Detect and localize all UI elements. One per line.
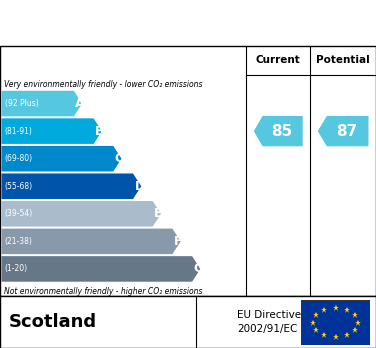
Polygon shape — [2, 118, 102, 144]
Text: Scotland: Scotland — [9, 313, 97, 331]
Text: Very environmentally friendly - lower CO₂ emissions: Very environmentally friendly - lower CO… — [4, 80, 202, 89]
Text: B: B — [95, 125, 105, 137]
Text: (55-68): (55-68) — [5, 182, 33, 191]
Polygon shape — [2, 229, 180, 254]
Polygon shape — [2, 256, 200, 282]
Text: E: E — [154, 207, 163, 220]
Text: 85: 85 — [271, 124, 293, 139]
Text: D: D — [135, 180, 145, 193]
Text: 87: 87 — [336, 124, 358, 139]
Text: G: G — [194, 262, 204, 275]
Polygon shape — [2, 146, 121, 172]
Polygon shape — [2, 91, 82, 116]
Text: (92 Plus): (92 Plus) — [5, 99, 38, 108]
Text: EU Directive
2002/91/EC: EU Directive 2002/91/EC — [237, 310, 301, 334]
Text: A: A — [75, 97, 85, 110]
Text: F: F — [174, 235, 182, 248]
Text: Potential: Potential — [316, 55, 370, 65]
Text: (69-80): (69-80) — [5, 154, 33, 163]
Text: (21-38): (21-38) — [5, 237, 32, 246]
Polygon shape — [254, 116, 303, 146]
Text: Environmental Impact (CO₂) Rating: Environmental Impact (CO₂) Rating — [24, 14, 352, 32]
Text: Current: Current — [256, 55, 301, 65]
Text: (81-91): (81-91) — [5, 127, 32, 136]
Text: (39-54): (39-54) — [5, 209, 33, 218]
Polygon shape — [2, 173, 141, 199]
Text: (1-20): (1-20) — [5, 264, 28, 274]
Text: C: C — [115, 152, 124, 165]
Text: Not environmentally friendly - higher CO₂ emissions: Not environmentally friendly - higher CO… — [4, 287, 202, 296]
Polygon shape — [2, 201, 161, 227]
Polygon shape — [318, 116, 368, 146]
